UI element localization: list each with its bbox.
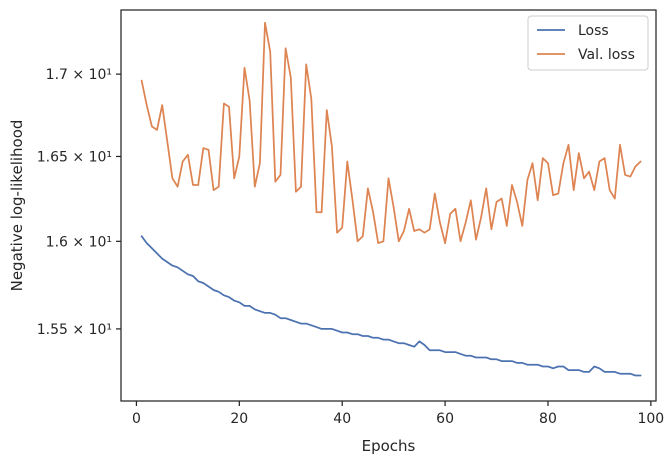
x-axis-ticks: 0 20 40 60 80 100 — [132, 401, 664, 427]
x-tick-label: 20 — [230, 411, 248, 427]
legend-label-loss: Loss — [578, 23, 609, 39]
x-tick-label: 60 — [436, 411, 454, 427]
plot-frame — [120, 9, 657, 402]
y-axis-label: Negative log-likelihood — [8, 120, 26, 292]
x-tick-label: 100 — [637, 411, 664, 427]
y-tick-label: 1.7 × 10¹ — [46, 67, 112, 83]
legend-label-val-loss: Val. loss — [578, 47, 635, 63]
x-axis-label: Epochs — [362, 437, 416, 455]
y-tick-label: 1.65 × 10¹ — [37, 149, 112, 165]
y-tick-label: 1.6 × 10¹ — [46, 234, 112, 250]
x-tick-label: 0 — [132, 411, 141, 427]
y-axis-ticks: 1.55 × 10¹ 1.6 × 10¹ 1.65 × 10¹ 1.7 × 10¹ — [37, 67, 121, 338]
legend: Loss Val. loss — [527, 15, 649, 71]
x-tick-label: 40 — [333, 411, 351, 427]
x-tick-label: 80 — [539, 411, 557, 427]
series-layer — [140, 21, 642, 377]
series-line-loss — [140, 235, 642, 377]
series-line-val-loss — [140, 21, 642, 244]
y-tick-label: 1.55 × 10¹ — [37, 322, 112, 338]
